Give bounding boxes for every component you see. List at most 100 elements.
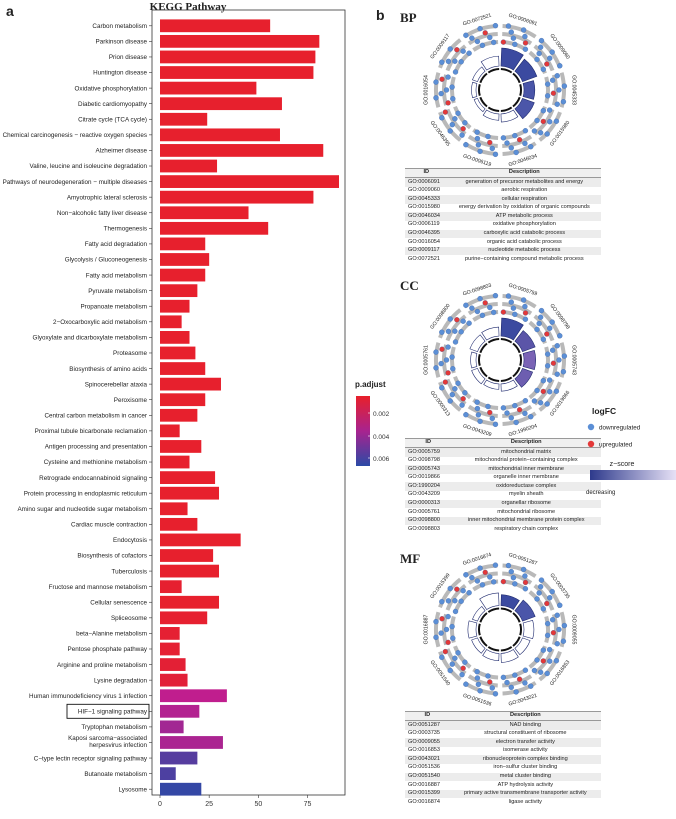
go-inner-ring — [478, 354, 481, 366]
downregulated-gene-dot — [522, 316, 529, 322]
downregulated-gene-dot — [492, 421, 499, 427]
upregulated-gene-dot — [445, 370, 451, 376]
go-grid-band — [502, 24, 537, 39]
downregulated-gene-dot — [469, 35, 475, 41]
kegg-bar — [160, 221, 269, 235]
table-row: GO:0005761 mitochondrial ribosome — [405, 508, 601, 517]
kegg-bar — [160, 471, 216, 484]
downregulated-gene-dot — [489, 415, 495, 422]
downregulated-gene-dot — [452, 608, 459, 615]
downregulated-gene-dot — [540, 108, 546, 114]
table-row: GO:0015980 energy derivation by oxidation… — [405, 203, 601, 213]
downregulated-gene-dot — [553, 658, 560, 664]
go-zscore-bar — [471, 367, 486, 385]
upregulated-gene-dot — [550, 90, 557, 96]
downregulated-gene-dot — [445, 598, 452, 604]
downregulated-gene-dot — [504, 140, 510, 146]
downregulated-gene-dot — [546, 377, 553, 383]
downregulated-gene-dot — [560, 99, 567, 105]
upregulated-gene-dot — [482, 300, 488, 306]
bp-title: BP — [400, 10, 417, 25]
kegg-category-label: Peroxisome — [114, 397, 148, 404]
kegg-bar — [160, 284, 198, 298]
downregulated-gene-dot — [540, 606, 546, 612]
downregulated-gene-dot — [452, 58, 458, 64]
downregulated-gene-dot — [466, 50, 472, 56]
downregulated-gene-dot — [534, 56, 540, 63]
go-circle-label: GO:0009060 — [548, 33, 570, 61]
kegg-bar — [160, 580, 182, 594]
go-circle-label: GO:0043021 — [508, 693, 538, 708]
kegg-bar — [160, 362, 206, 375]
downregulated-gene-dot — [508, 415, 514, 421]
kegg-category-label: Fatty acid degradation — [85, 241, 148, 248]
go-zscore-bar — [470, 351, 478, 369]
downregulated-gene-dot — [528, 683, 534, 689]
go-grid-band — [502, 563, 537, 578]
upregulated-label: upregulated — [599, 442, 633, 449]
kegg-category-label: 2−Oxocarboxylic acid metabolism — [53, 319, 147, 326]
downregulated-gene-dot — [544, 351, 551, 357]
downregulated-gene-dot — [504, 410, 510, 416]
kegg-category-label: Proximal tubule bicarbonate reclamation — [35, 428, 148, 435]
go-grid-band — [559, 611, 566, 648]
downregulated-gene-dot — [439, 654, 445, 660]
downregulated-gene-dot — [489, 685, 495, 691]
table-row: GO:0072521 purine−containing compound met… — [405, 255, 601, 264]
table-row: GO:0043021 ribonucleoprotein complex bind… — [405, 755, 601, 764]
go-inner-ring — [479, 96, 488, 108]
upregulated-gene-dot — [439, 76, 445, 82]
upregulated-gene-dot — [487, 409, 493, 416]
cc-table-header-id: ID — [405, 438, 452, 448]
downregulated-gene-dot — [544, 670, 550, 677]
kegg-bar — [160, 440, 202, 453]
go-grid-band — [434, 611, 441, 648]
downregulated-gene-dot — [553, 118, 560, 124]
upregulated-gene-dot — [460, 665, 466, 671]
kegg-bar — [160, 34, 320, 48]
upregulated-gene-dot — [540, 388, 546, 395]
downregulated-gene-dot — [522, 398, 529, 404]
kegg-category-label: Non−alcoholic fatty liver disease — [57, 210, 148, 217]
downregulated-gene-dot — [554, 343, 560, 349]
go-id-cell: GO:0016853 — [405, 746, 450, 756]
go-inner-ring — [512, 612, 521, 623]
go-inner-ring — [487, 376, 500, 382]
kegg-bar — [160, 611, 208, 625]
kegg-bar — [160, 642, 180, 656]
kegg-bar — [160, 128, 280, 142]
downregulated-gene-dot — [487, 304, 493, 311]
kegg-category-label: Prion disease — [109, 54, 148, 61]
downregulated-gene-dot — [477, 565, 483, 571]
downregulated-gene-dot — [544, 93, 551, 99]
kegg-bar — [160, 253, 210, 266]
kegg-bar — [160, 689, 227, 703]
bp-table-header-desc: Description — [447, 168, 601, 178]
downregulated-gene-dot — [534, 117, 540, 124]
kegg-category-label: Diabetic cardiomyopathy — [78, 101, 148, 108]
go-description-cell: iron−sulfur cluster binding — [449, 763, 601, 773]
go-id-cell: GO:0009117 — [405, 246, 448, 256]
go-grid-band — [463, 411, 498, 426]
go-grid-band — [502, 134, 533, 148]
downregulated-gene-dot — [443, 626, 450, 633]
kegg-category-label: Biosynthesis of cofactors — [77, 553, 147, 560]
go-description-cell: isomerase activity — [449, 746, 601, 756]
go-zscore-bar — [514, 637, 531, 656]
kegg-bar — [160, 112, 208, 126]
downregulated-gene-dot — [522, 33, 528, 40]
go-id-cell: GO:0051536 — [405, 763, 450, 773]
upregulated-gene-dot — [516, 676, 523, 682]
kegg-category-label: Chemical carcinogenesis − reactive oxyge… — [3, 132, 147, 139]
downregulated-gene-dot — [537, 130, 544, 136]
kegg-bar-chart: KEGG Pathway Carbon metabolism Parkinson … — [3, 1, 390, 808]
kegg-bar — [160, 736, 223, 749]
padjust-tick-2: 0.004 — [373, 434, 390, 441]
upregulated-gene-dot — [487, 139, 493, 146]
table-row: GO:0051536 iron−sulfur cluster binding — [405, 763, 601, 773]
go-zscore-bar — [522, 80, 536, 100]
go-description-cell: carboxylic acid catabolic process — [447, 229, 601, 239]
downregulated-gene-dot — [452, 328, 458, 334]
go-inner-ring — [500, 607, 513, 613]
go-zscore-bar — [467, 620, 478, 639]
